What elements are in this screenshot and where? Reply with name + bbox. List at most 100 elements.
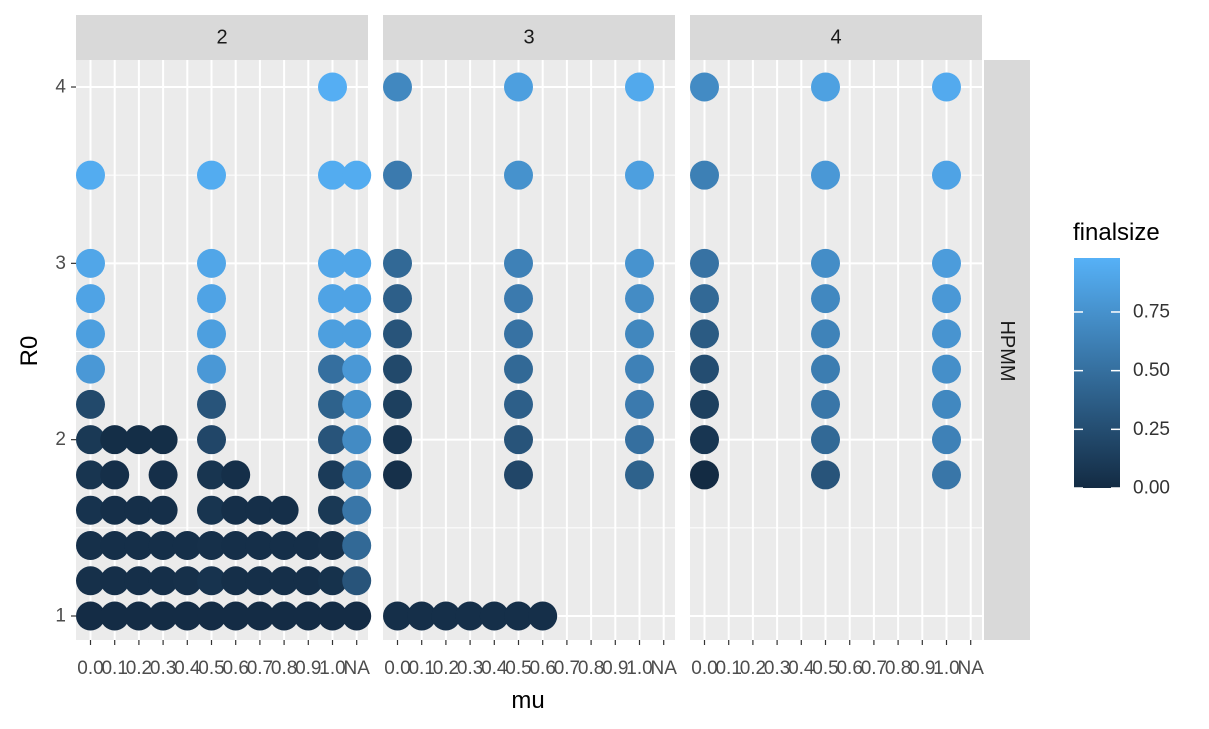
data-point bbox=[504, 389, 533, 419]
data-point bbox=[690, 354, 719, 384]
data-point bbox=[811, 354, 840, 384]
data-point bbox=[625, 284, 654, 314]
data-point bbox=[811, 72, 840, 102]
legend-title: finalsize bbox=[1073, 219, 1160, 246]
data-point bbox=[76, 389, 105, 419]
data-point bbox=[383, 284, 412, 314]
data-point bbox=[100, 425, 130, 455]
x-tick-label: 0.5 bbox=[198, 658, 224, 679]
data-point bbox=[197, 248, 226, 278]
x-tick-label: 0.8 bbox=[271, 658, 297, 679]
data-point bbox=[932, 460, 961, 490]
data-point bbox=[245, 530, 275, 560]
data-point bbox=[504, 460, 533, 490]
data-point bbox=[383, 319, 412, 349]
facet-panel-2: 2 0.00.10.20.30.40.50.60.70.80.91.0NA bbox=[76, 15, 372, 679]
data-point bbox=[318, 530, 347, 560]
x-tick-label: NA bbox=[650, 658, 677, 679]
x-tick-label: NA bbox=[957, 658, 984, 679]
data-point bbox=[318, 601, 347, 631]
data-point bbox=[811, 389, 840, 419]
data-point bbox=[383, 389, 412, 419]
data-point bbox=[383, 160, 412, 190]
y-tick-label: 4 bbox=[55, 77, 66, 98]
data-point bbox=[479, 601, 509, 631]
data-point bbox=[811, 284, 840, 314]
data-point bbox=[148, 530, 178, 560]
data-point bbox=[318, 160, 347, 190]
x-tick-label: 0.3 bbox=[150, 658, 176, 679]
x-tick-label: 1.0 bbox=[933, 658, 959, 679]
row-strip-background bbox=[984, 60, 1030, 640]
data-point bbox=[197, 530, 226, 560]
data-point bbox=[690, 319, 719, 349]
x-tick-label: 0.6 bbox=[222, 658, 248, 679]
facet-strip-background bbox=[383, 15, 675, 60]
data-point bbox=[690, 389, 719, 419]
data-point bbox=[932, 354, 961, 384]
data-point bbox=[811, 160, 840, 190]
data-point bbox=[124, 495, 154, 525]
x-tick-label: 0.3 bbox=[457, 658, 483, 679]
data-point bbox=[124, 530, 154, 560]
data-point bbox=[342, 460, 372, 490]
data-point bbox=[342, 530, 372, 560]
data-point bbox=[76, 160, 105, 190]
facet-strip-background bbox=[690, 15, 982, 60]
data-point bbox=[221, 495, 251, 525]
facet-panel-4: 4 0.00.10.20.30.40.50.60.70.80.91.0NA bbox=[690, 15, 984, 679]
data-point bbox=[76, 354, 105, 384]
data-point bbox=[690, 425, 719, 455]
data-point bbox=[197, 566, 226, 596]
x-tick-label: 0.4 bbox=[481, 658, 508, 679]
data-point bbox=[318, 495, 347, 525]
x-tick-label: 0.1 bbox=[101, 658, 127, 679]
x-tick-label: 0.0 bbox=[77, 658, 103, 679]
data-point bbox=[293, 601, 323, 631]
x-tick-label: 1.0 bbox=[319, 658, 345, 679]
data-point bbox=[221, 460, 251, 490]
data-point bbox=[221, 530, 251, 560]
data-point bbox=[76, 566, 105, 596]
data-point bbox=[245, 495, 275, 525]
data-point bbox=[342, 248, 372, 278]
data-point bbox=[811, 319, 840, 349]
data-point bbox=[76, 495, 105, 525]
data-point bbox=[197, 601, 226, 631]
data-point bbox=[197, 460, 226, 490]
data-point bbox=[342, 354, 372, 384]
data-point bbox=[455, 601, 485, 631]
data-point bbox=[293, 530, 323, 560]
data-point bbox=[100, 601, 130, 631]
facet-strip-label: 2 bbox=[216, 27, 227, 49]
data-point bbox=[932, 389, 961, 419]
data-point bbox=[342, 284, 372, 314]
data-point bbox=[172, 566, 202, 596]
x-tick-label: 0.2 bbox=[433, 658, 459, 679]
data-point bbox=[342, 389, 372, 419]
facet-panels: 20.00.10.20.30.40.50.60.70.80.91.0NA30.0… bbox=[76, 15, 984, 679]
x-tick-label: 0.1 bbox=[408, 658, 434, 679]
data-point bbox=[76, 460, 105, 490]
data-point bbox=[625, 425, 654, 455]
data-point bbox=[148, 425, 178, 455]
data-point bbox=[690, 72, 719, 102]
x-tick-label: 0.6 bbox=[836, 658, 862, 679]
data-point bbox=[811, 460, 840, 490]
data-point bbox=[342, 601, 372, 631]
x-tick-label: 0.9 bbox=[295, 658, 321, 679]
data-point bbox=[504, 601, 533, 631]
data-point bbox=[197, 319, 226, 349]
x-tick-label: 1.0 bbox=[626, 658, 652, 679]
facet-strip-label: 4 bbox=[830, 27, 841, 49]
data-point bbox=[318, 460, 347, 490]
x-tick-label: 0.2 bbox=[740, 658, 766, 679]
data-point bbox=[245, 601, 275, 631]
data-point bbox=[197, 495, 226, 525]
data-point bbox=[269, 601, 299, 631]
x-tick-label: 0.0 bbox=[691, 658, 717, 679]
panel-background bbox=[690, 60, 982, 640]
x-tick-label: 0.9 bbox=[602, 658, 628, 679]
data-point bbox=[318, 566, 347, 596]
data-point bbox=[318, 284, 347, 314]
